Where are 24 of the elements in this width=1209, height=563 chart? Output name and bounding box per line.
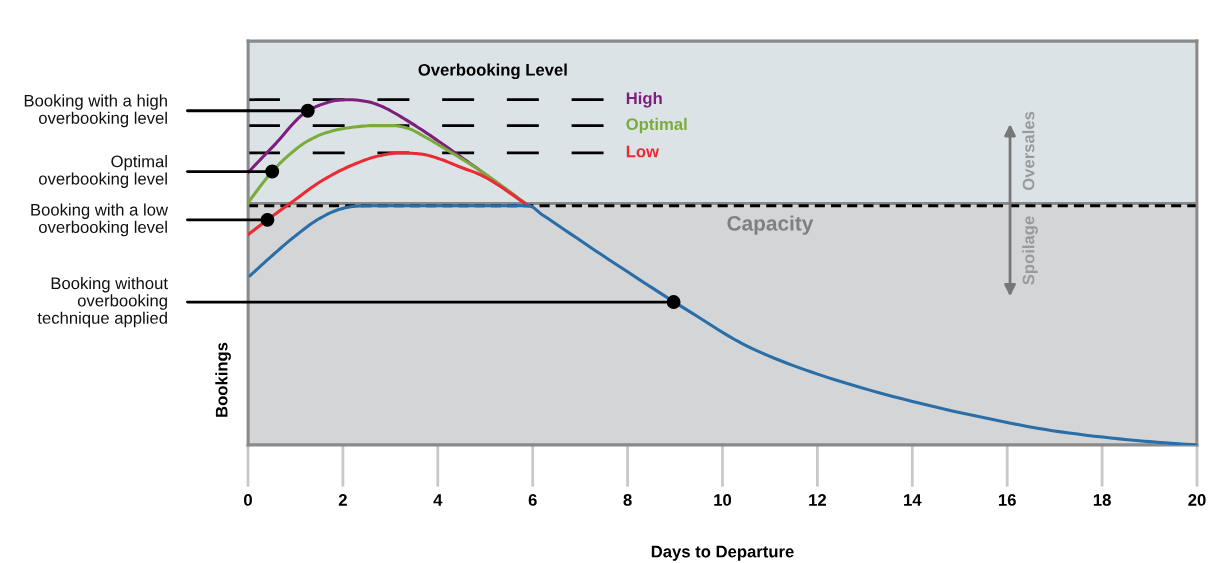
text: Optimal [626, 117, 687, 134]
y-axis-title: Bookings [215, 342, 231, 417]
x-axis-title: Days to Departure [651, 545, 794, 561]
x-tick-label: 16 [998, 494, 1016, 506]
annotation: Booking with a high overbooking level [24, 94, 167, 128]
text: Low [626, 145, 660, 158]
x-tick-label: 14 [904, 494, 922, 506]
annotation: Booking with a low overbooking level [31, 203, 169, 237]
annotation: Booking without overbooking technique applied [37, 276, 168, 328]
annotation: Optimal overbooking level [39, 155, 167, 188]
x-tick-label: 10 [714, 494, 732, 506]
band-label: Spoilage [1022, 216, 1038, 285]
band-label: Oversales [1022, 111, 1035, 191]
x-tick-label: 12 [809, 494, 826, 506]
text: High [626, 91, 662, 108]
ref-line-label: Capacity [727, 215, 814, 235]
x-tick-label: 6 [528, 494, 537, 506]
x-tick-label: 18 [1093, 494, 1111, 506]
x-tick-label: 20 [1188, 494, 1206, 506]
legend-title: Overbooking Level [418, 63, 567, 80]
x-tick-label: 4 [433, 494, 443, 506]
x-tick-label: 2 [338, 494, 347, 506]
x-tick-label: 8 [623, 494, 632, 506]
x-tick-label: 0 [244, 494, 252, 506]
